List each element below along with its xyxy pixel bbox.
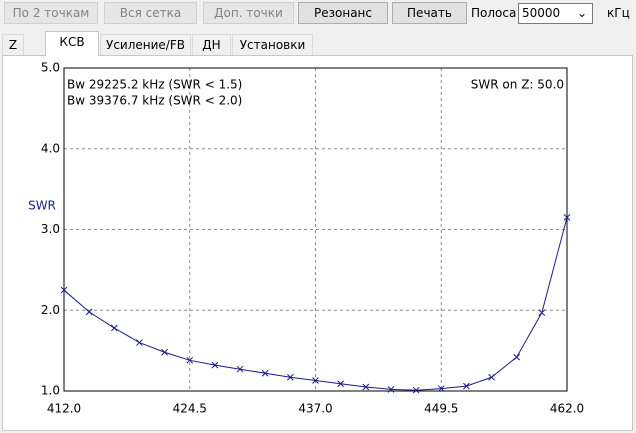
point-marker [362,383,370,391]
band-label: Полоса [471,6,517,20]
y-axis-label: SWR [28,199,56,213]
y-tick-label: 2.0 [41,303,60,317]
button[interactable]: Резонанс [298,2,388,24]
point-marker [337,380,345,388]
annotation: SWR on Z: 50.0 [471,78,564,92]
point-marker [186,356,194,364]
point-marker [161,348,168,356]
point-marker [563,214,571,221]
y-tick-label: 4.0 [41,141,60,155]
tab[interactable]: Z [2,34,24,55]
band-select[interactable]: 50000 ⌄ [518,3,593,24]
button[interactable]: Вся сетка [104,2,197,24]
point-marker [538,309,546,317]
point-marker [463,382,470,390]
button[interactable]: По 2 точкам [4,2,98,24]
point-marker [110,324,118,332]
point-marker [286,373,294,381]
tab[interactable]: Установки [232,34,313,55]
x-tick-label: 412.0 [47,402,81,416]
band-value: 50000 [522,6,561,20]
chart-panel [2,55,633,431]
x-tick-label: 437.0 [298,402,332,416]
band-unit: кГц [607,6,630,20]
point-marker [211,361,219,369]
point-marker [488,373,495,381]
point-marker [387,386,395,393]
point-marker [412,386,420,394]
y-tick-label: 3.0 [41,222,60,236]
point-marker [60,286,68,294]
annotation: Bw 39376.7 kHz (SWR < 2.0) [67,94,242,108]
tab[interactable]: КСВ [45,31,99,56]
point-marker [236,365,244,373]
button[interactable]: Печать [392,2,467,24]
x-tick-label: 462.0 [550,402,584,416]
tab[interactable]: ДН [192,34,231,55]
annotation: Bw 29225.2 kHz (SWR < 1.5) [67,78,242,92]
point-marker [261,369,269,377]
y-tick-label: 1.0 [41,384,60,398]
y-tick-label: 5.0 [41,61,60,75]
plot-frame [63,67,568,392]
point-marker [513,353,521,361]
point-marker [136,339,143,346]
point-marker [437,385,445,392]
button[interactable]: Доп. точки [203,2,294,24]
dropdown-arrow: ⌄ [576,6,587,20]
point-marker [85,308,93,316]
x-tick-label: 449.5 [424,402,458,416]
point-marker [312,377,319,384]
x-tick-label: 424.5 [173,402,207,416]
tab[interactable]: Усиление/FB [100,34,191,55]
